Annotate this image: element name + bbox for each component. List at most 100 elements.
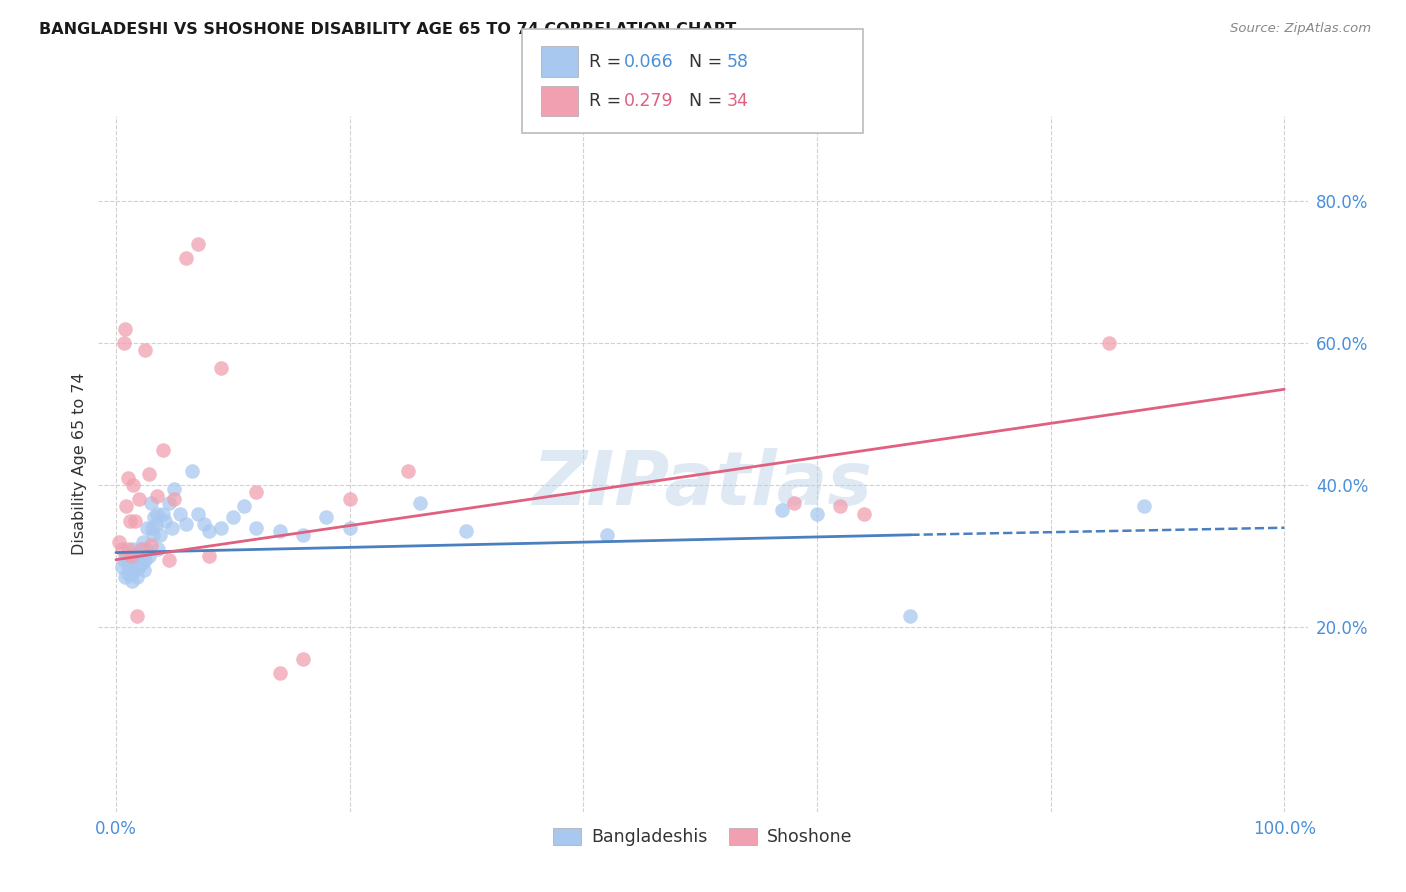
Point bbox=[245, 485, 267, 500]
Point bbox=[315, 510, 337, 524]
Point bbox=[149, 528, 172, 542]
Point bbox=[198, 549, 221, 563]
Point bbox=[152, 442, 174, 457]
Text: N =: N = bbox=[678, 92, 727, 110]
Text: R =: R = bbox=[589, 92, 627, 110]
Text: 34: 34 bbox=[727, 92, 749, 110]
Point bbox=[409, 496, 432, 510]
Point bbox=[163, 482, 186, 496]
Point bbox=[141, 521, 163, 535]
Point bbox=[108, 535, 131, 549]
Point bbox=[112, 336, 135, 351]
Point bbox=[138, 549, 160, 563]
Text: ZIPatlas: ZIPatlas bbox=[533, 448, 873, 521]
Point bbox=[269, 666, 291, 681]
Point bbox=[121, 574, 143, 588]
Point bbox=[339, 492, 361, 507]
Text: R =: R = bbox=[589, 53, 627, 70]
Point bbox=[114, 322, 136, 336]
Point bbox=[157, 552, 180, 566]
Point bbox=[830, 500, 852, 514]
Point bbox=[111, 542, 134, 557]
Point bbox=[163, 492, 186, 507]
Point bbox=[131, 556, 153, 570]
Point bbox=[1133, 500, 1156, 514]
Point bbox=[146, 489, 169, 503]
Point bbox=[124, 563, 146, 577]
Point bbox=[456, 524, 478, 539]
Point bbox=[782, 496, 804, 510]
Point bbox=[125, 552, 148, 566]
Point bbox=[125, 609, 148, 624]
Point bbox=[143, 510, 166, 524]
Point bbox=[174, 517, 197, 532]
Point bbox=[180, 464, 202, 478]
Point bbox=[291, 528, 314, 542]
Point bbox=[174, 251, 197, 265]
Point bbox=[120, 549, 142, 563]
Point bbox=[122, 478, 145, 492]
Point bbox=[115, 500, 138, 514]
Point bbox=[209, 521, 232, 535]
Point bbox=[134, 552, 156, 566]
Point bbox=[117, 559, 139, 574]
Point bbox=[269, 524, 291, 539]
Point bbox=[128, 492, 150, 507]
Point bbox=[187, 507, 209, 521]
Point bbox=[770, 503, 793, 517]
Point bbox=[118, 556, 141, 570]
Point bbox=[1098, 336, 1121, 351]
Point bbox=[128, 549, 150, 563]
Point bbox=[128, 559, 150, 574]
Point bbox=[233, 500, 256, 514]
Text: Source: ZipAtlas.com: Source: ZipAtlas.com bbox=[1230, 22, 1371, 36]
Point bbox=[153, 514, 176, 528]
Text: BANGLADESHI VS SHOSHONE DISABILITY AGE 65 TO 74 CORRELATION CHART: BANGLADESHI VS SHOSHONE DISABILITY AGE 6… bbox=[39, 22, 737, 37]
Point bbox=[124, 514, 146, 528]
Point bbox=[117, 471, 139, 485]
Point bbox=[131, 542, 153, 557]
Point bbox=[114, 570, 136, 584]
Point bbox=[160, 521, 183, 535]
Point bbox=[111, 559, 134, 574]
Point bbox=[135, 542, 157, 557]
Point bbox=[157, 496, 180, 510]
Point bbox=[187, 236, 209, 251]
Point bbox=[806, 507, 828, 521]
Point bbox=[152, 507, 174, 521]
Y-axis label: Disability Age 65 to 74: Disability Age 65 to 74 bbox=[72, 373, 87, 555]
Point bbox=[120, 566, 142, 581]
Point bbox=[193, 517, 215, 532]
Point bbox=[112, 552, 135, 566]
Point bbox=[122, 542, 145, 557]
Point bbox=[396, 464, 419, 478]
Point bbox=[117, 566, 139, 581]
Point bbox=[209, 361, 232, 376]
Point bbox=[169, 507, 191, 521]
Point bbox=[134, 343, 156, 358]
Point bbox=[146, 507, 169, 521]
Point bbox=[852, 507, 875, 521]
Point bbox=[117, 542, 139, 557]
Point bbox=[595, 528, 617, 542]
Text: 0.279: 0.279 bbox=[624, 92, 673, 110]
Point bbox=[129, 542, 152, 557]
Point bbox=[222, 510, 245, 524]
Text: N =: N = bbox=[678, 53, 727, 70]
Point bbox=[132, 535, 155, 549]
Text: 58: 58 bbox=[727, 53, 749, 70]
Point bbox=[139, 539, 162, 553]
Legend: Bangladeshis, Shoshone: Bangladeshis, Shoshone bbox=[547, 821, 859, 853]
Point bbox=[145, 517, 167, 532]
Point bbox=[138, 467, 160, 482]
Point bbox=[125, 570, 148, 584]
Point bbox=[118, 514, 141, 528]
Point bbox=[898, 609, 921, 624]
Point bbox=[198, 524, 221, 539]
Point bbox=[115, 549, 138, 563]
Point bbox=[139, 496, 162, 510]
Point bbox=[142, 528, 165, 542]
Point bbox=[136, 521, 159, 535]
Text: 0.066: 0.066 bbox=[624, 53, 673, 70]
Point bbox=[339, 521, 361, 535]
